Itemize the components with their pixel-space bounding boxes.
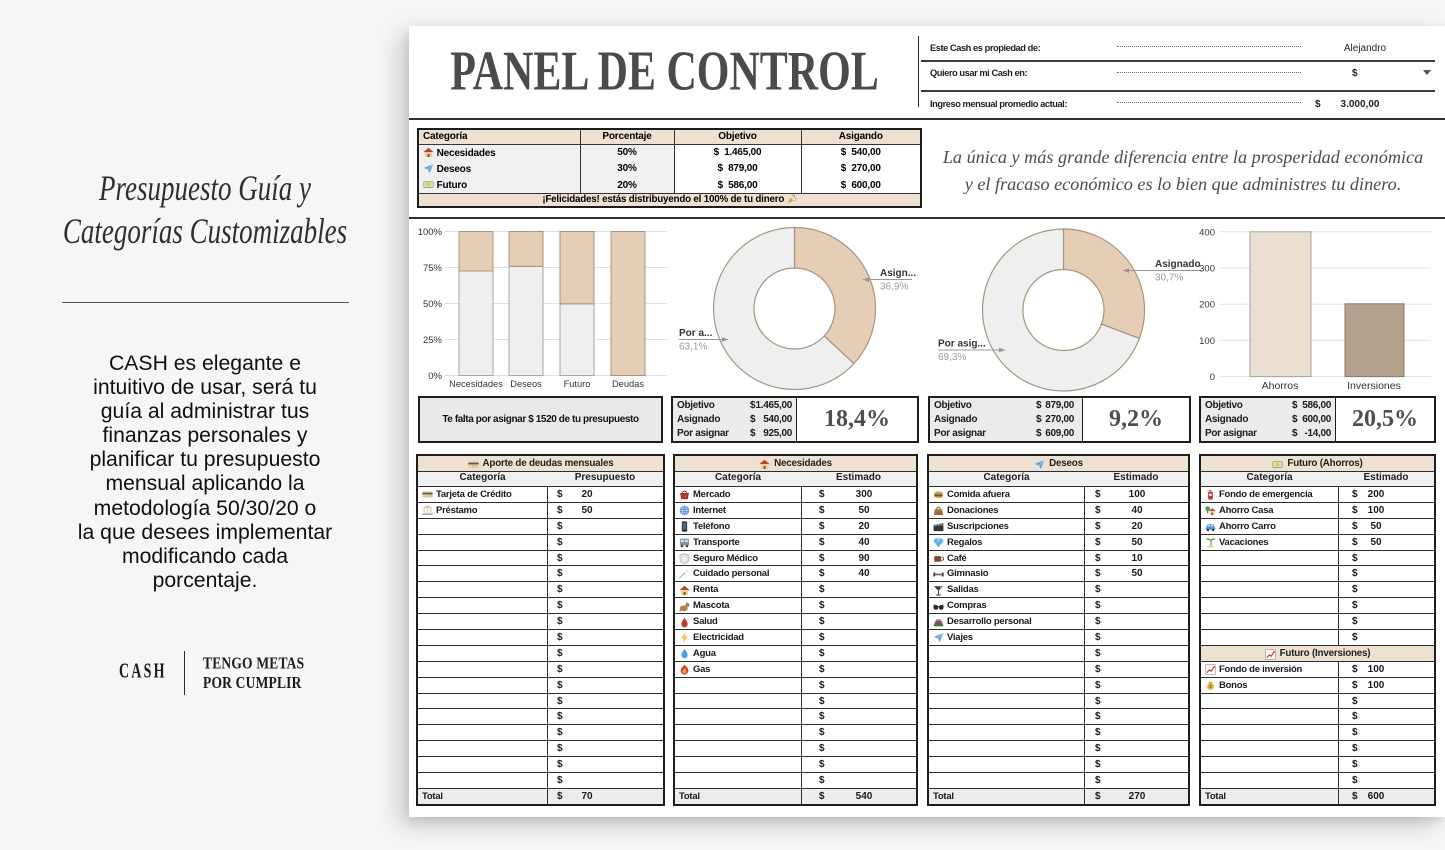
svg-text:200: 200: [1199, 300, 1215, 311]
svg-text:300: 300: [1199, 264, 1215, 275]
svg-text:400: 400: [1199, 227, 1215, 238]
svg-text:0%: 0%: [428, 371, 442, 382]
svg-text:63,1%: 63,1%: [679, 342, 707, 353]
svg-text:36,9%: 36,9%: [880, 282, 908, 293]
svg-text:Deudas: Deudas: [612, 379, 644, 389]
svg-text:75%: 75%: [423, 263, 443, 274]
svg-text:30,7%: 30,7%: [1155, 273, 1183, 284]
svg-text:100%: 100%: [418, 227, 443, 238]
svg-text:0: 0: [1210, 372, 1215, 383]
svg-text:Futuro: Futuro: [564, 379, 591, 389]
svg-text:Asignado: Asignado: [1155, 259, 1201, 270]
svg-text:50%: 50%: [423, 299, 443, 310]
svg-text:25%: 25%: [423, 335, 443, 346]
svg-text:100: 100: [1199, 336, 1215, 347]
svg-text:Necesidades: Necesidades: [449, 379, 503, 389]
svg-text:Por a...: Por a...: [679, 328, 713, 339]
svg-text:Inversiones: Inversiones: [1347, 380, 1401, 392]
svg-text:Por asig...: Por asig...: [938, 339, 986, 350]
svg-text:Ahorros: Ahorros: [1262, 380, 1299, 392]
svg-text:Deseos: Deseos: [510, 379, 542, 389]
svg-text:69,3%: 69,3%: [938, 352, 966, 363]
svg-text:Asign...: Asign...: [880, 268, 916, 279]
